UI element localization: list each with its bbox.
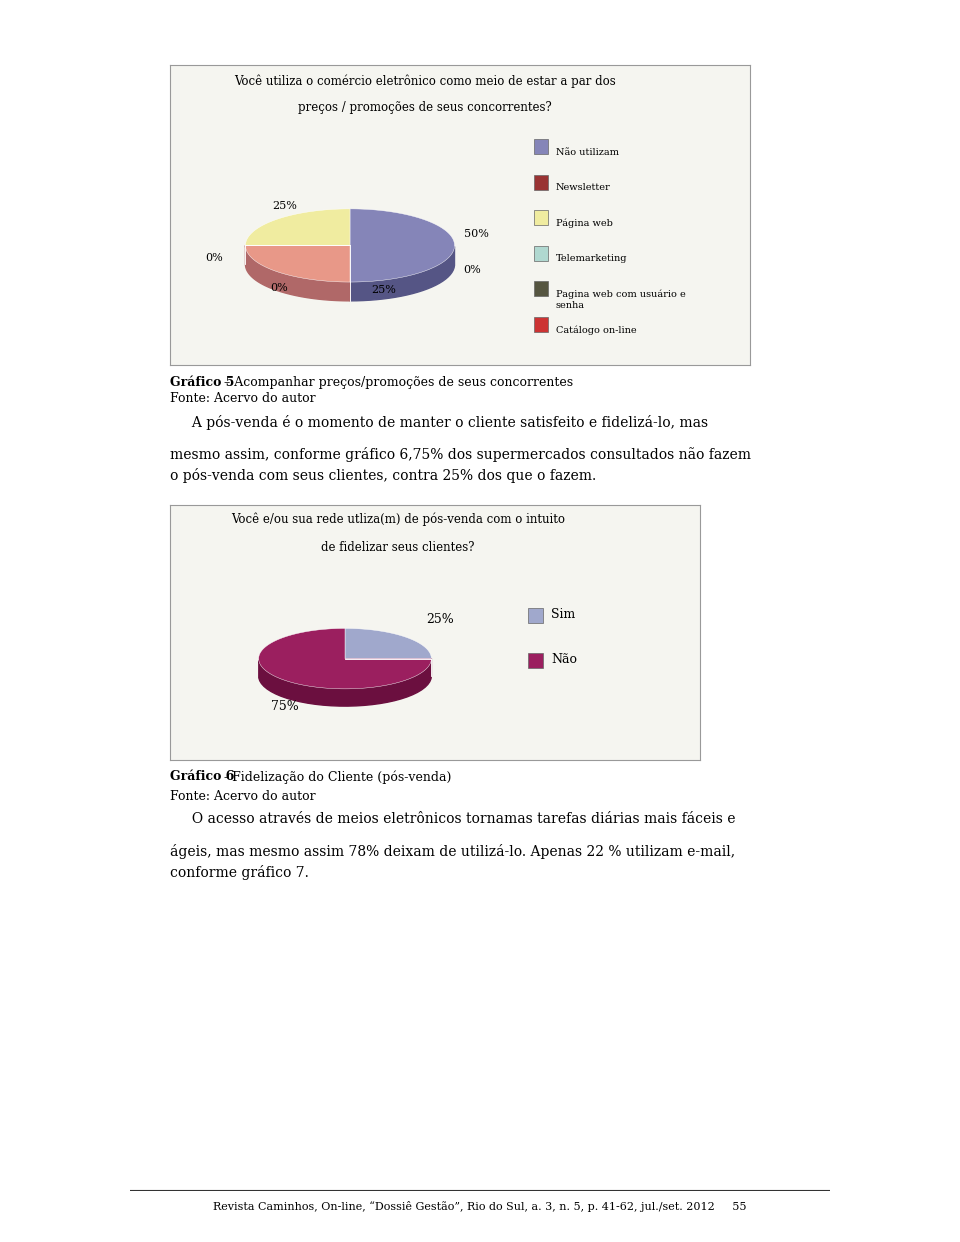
FancyBboxPatch shape xyxy=(534,281,548,297)
Text: Não: Não xyxy=(551,653,577,667)
FancyBboxPatch shape xyxy=(528,609,543,623)
Text: 50%: 50% xyxy=(464,229,489,238)
Polygon shape xyxy=(350,209,454,282)
Text: Não utilizam: Não utilizam xyxy=(556,148,619,156)
Polygon shape xyxy=(246,246,350,282)
Text: 0%: 0% xyxy=(464,265,481,276)
Text: Telemarketing: Telemarketing xyxy=(556,255,628,263)
Polygon shape xyxy=(246,209,350,246)
Text: 25%: 25% xyxy=(372,284,396,294)
Text: Fonte: Acervo do autor: Fonte: Acervo do autor xyxy=(170,790,316,802)
Text: Pagina web com usuário e
senha: Pagina web com usuário e senha xyxy=(556,289,685,309)
Text: Você e/ou sua rede utliza(m) de pós-venda com o intuito: Você e/ou sua rede utliza(m) de pós-vend… xyxy=(231,513,564,527)
Text: - Fidelização do Cliente (pós-venda): - Fidelização do Cliente (pós-venda) xyxy=(220,770,451,784)
Text: mesmo assim, conforme gráfico 6,75% dos supermercados consultados não fazem
o pó: mesmo assim, conforme gráfico 6,75% dos … xyxy=(170,447,751,483)
Text: Fonte: Acervo do autor: Fonte: Acervo do autor xyxy=(170,392,316,405)
Text: A pós-venda é o momento de manter o cliente satisfeito e fidelizá-lo, mas: A pós-venda é o momento de manter o clie… xyxy=(170,415,708,430)
FancyBboxPatch shape xyxy=(534,317,548,332)
Text: 25%: 25% xyxy=(273,201,297,211)
FancyBboxPatch shape xyxy=(534,139,548,154)
Text: Sim: Sim xyxy=(551,609,575,621)
Text: Revista Caminhos, On-line, “Dossiê Gestão”, Rio do Sul, a. 3, n. 5, p. 41-62, ju: Revista Caminhos, On-line, “Dossiê Gestã… xyxy=(213,1201,747,1212)
Text: Página web: Página web xyxy=(556,219,612,229)
Text: de fidelizar seus clientes?: de fidelizar seus clientes? xyxy=(322,540,474,554)
Polygon shape xyxy=(246,246,350,301)
Text: Gráfico 5: Gráfico 5 xyxy=(170,375,234,389)
Text: 0%: 0% xyxy=(271,283,288,293)
Polygon shape xyxy=(259,658,431,707)
FancyBboxPatch shape xyxy=(534,175,548,190)
Text: Catálogo on-line: Catálogo on-line xyxy=(556,325,636,335)
Text: Você utiliza o comércio eletrônico como meio de estar a par dos: Você utiliza o comércio eletrônico como … xyxy=(234,75,616,87)
Text: preços / promoções de seus concorrentes?: preços / promoções de seus concorrentes? xyxy=(299,101,552,114)
Text: 25%: 25% xyxy=(426,614,454,626)
Text: 0%: 0% xyxy=(204,253,223,263)
Polygon shape xyxy=(258,628,431,689)
Text: Newsletter: Newsletter xyxy=(556,184,611,193)
FancyBboxPatch shape xyxy=(534,246,548,261)
Polygon shape xyxy=(345,628,431,658)
Text: O acesso através de meios eletrônicos tornamas tarefas diárias mais fáceis e: O acesso através de meios eletrônicos to… xyxy=(170,812,735,826)
Text: ágeis, mas mesmo assim 78% deixam de utilizá-lo. Apenas 22 % utilizam e-mail,
co: ágeis, mas mesmo assim 78% deixam de uti… xyxy=(170,845,735,881)
Text: 75%: 75% xyxy=(271,699,299,713)
Text: – Acompanhar preços/promoções de seus concorrentes: – Acompanhar preços/promoções de seus co… xyxy=(220,375,573,389)
FancyBboxPatch shape xyxy=(534,210,548,225)
FancyBboxPatch shape xyxy=(528,653,543,668)
Text: Gráfico 6: Gráfico 6 xyxy=(170,770,234,784)
Polygon shape xyxy=(350,247,454,301)
